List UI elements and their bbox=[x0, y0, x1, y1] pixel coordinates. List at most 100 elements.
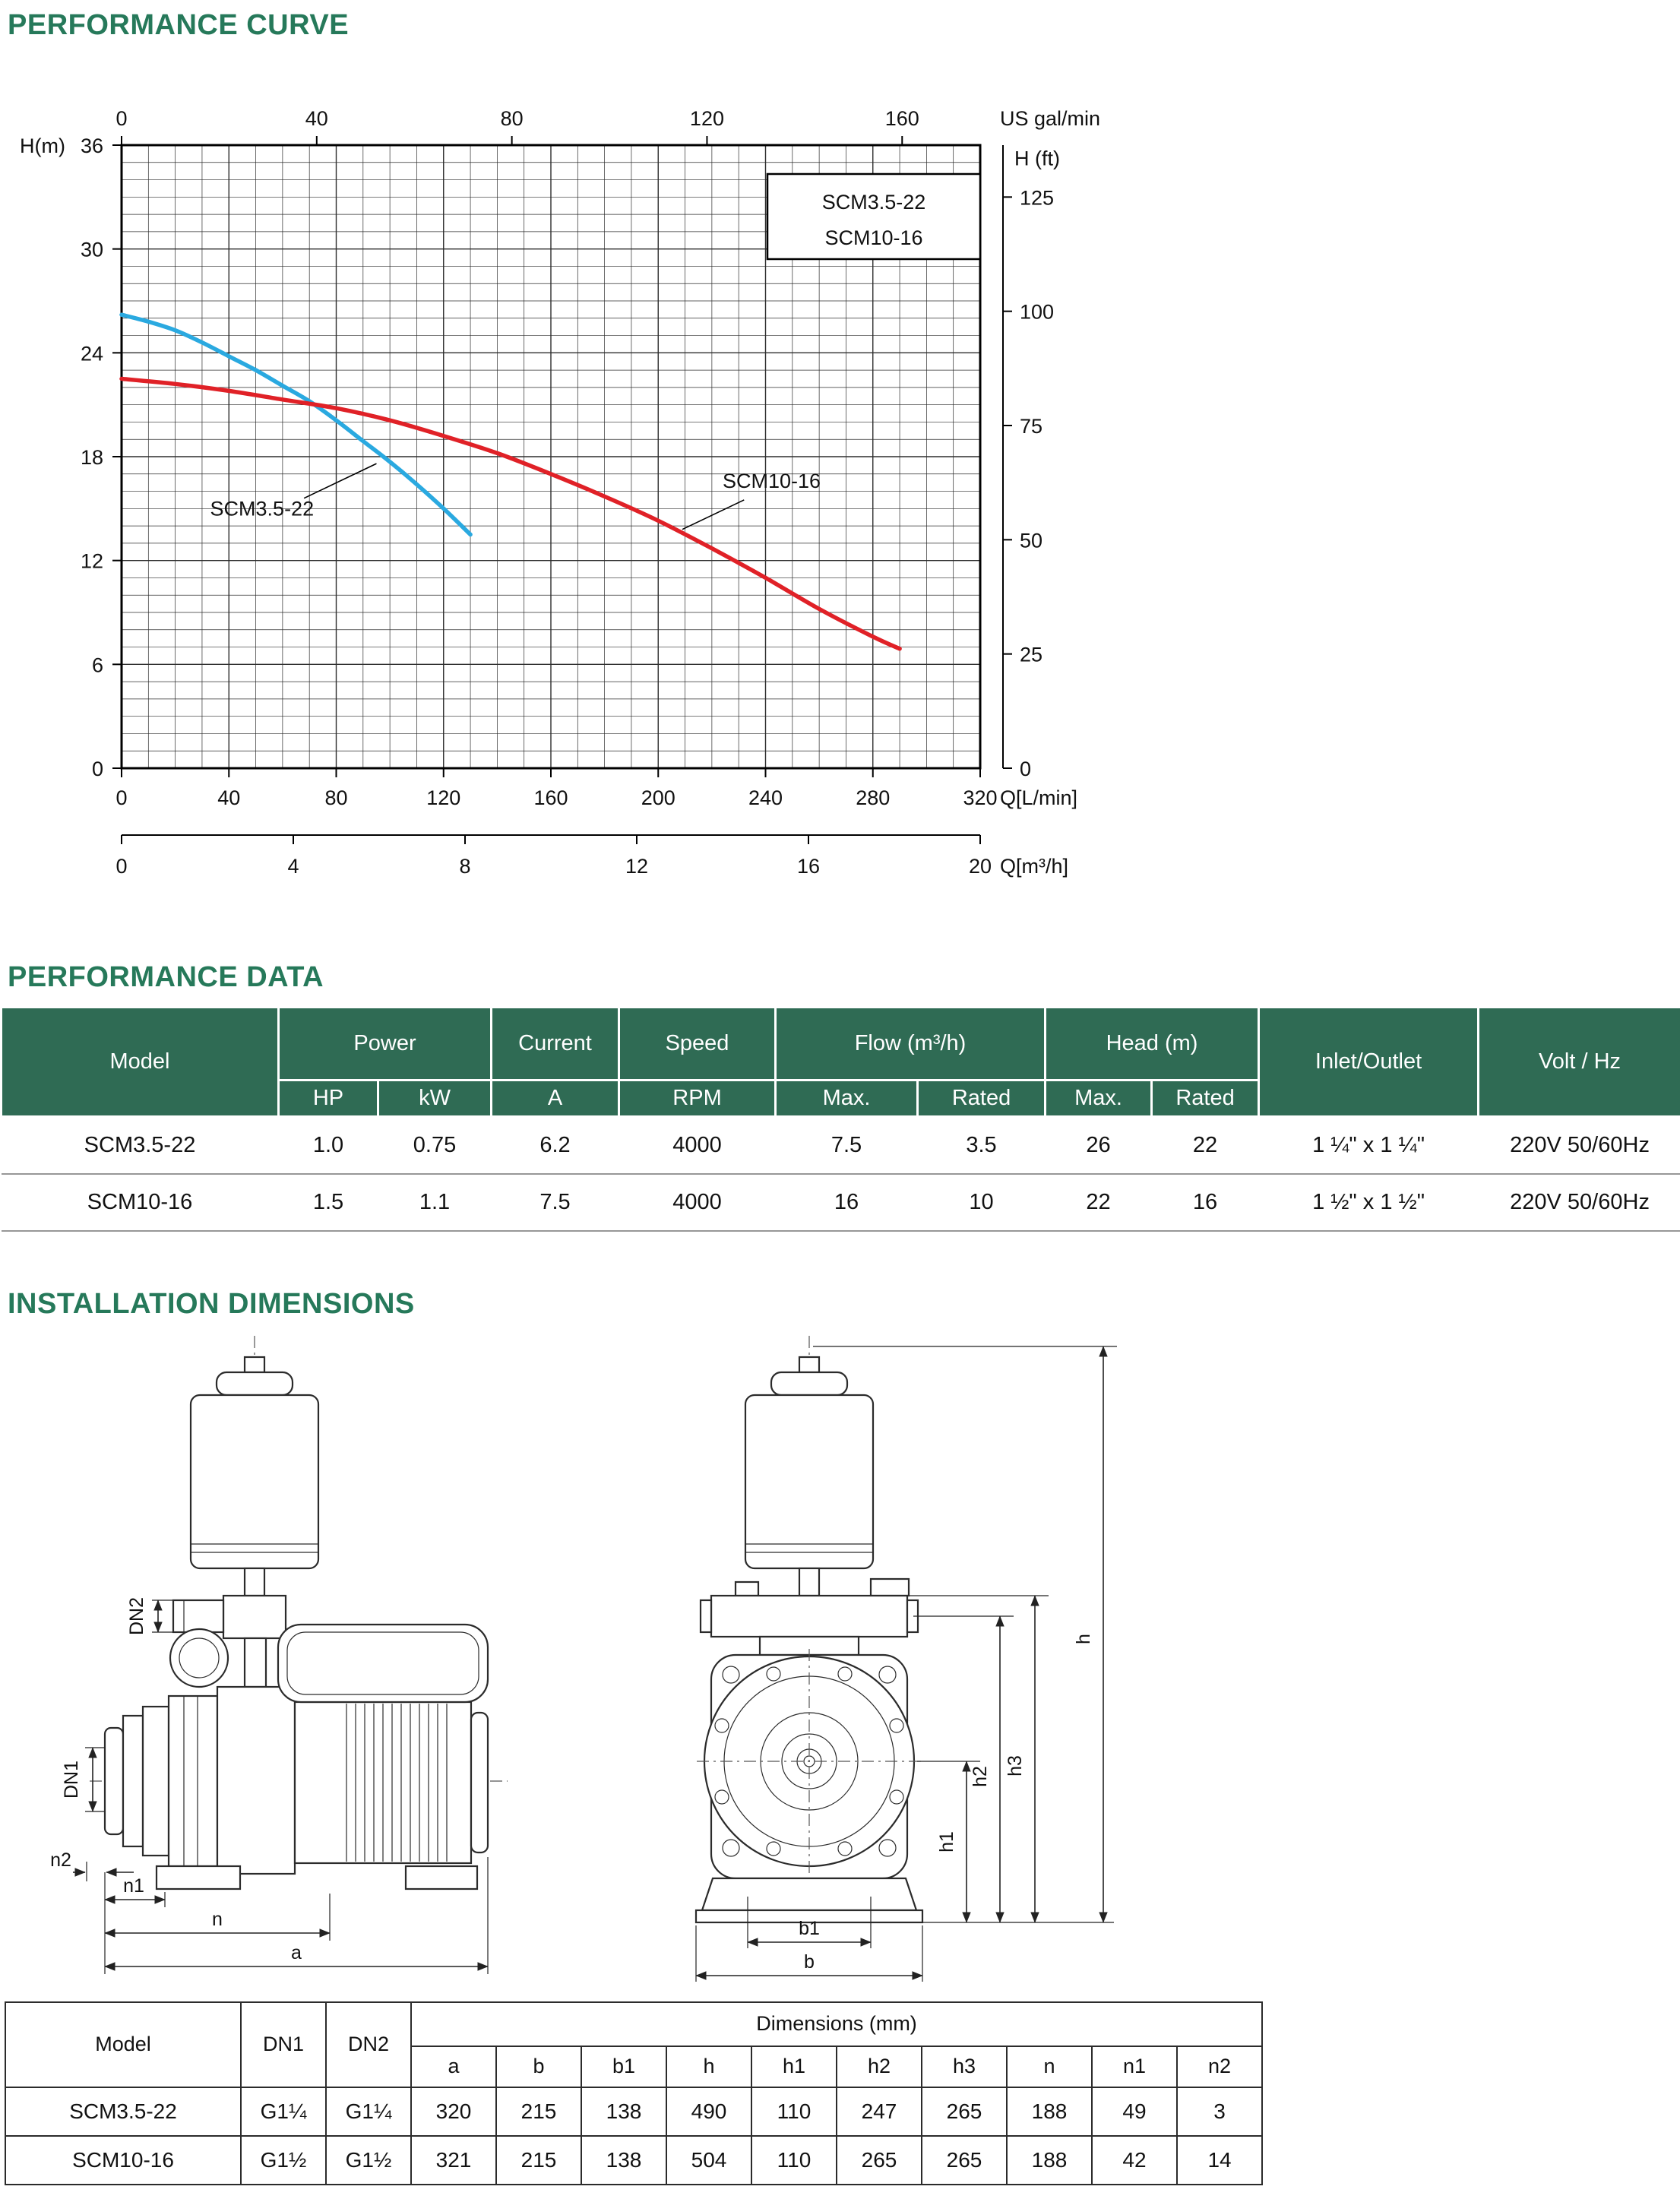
five-way-fitting-side bbox=[169, 1567, 287, 1688]
section-title-performance-data: PERFORMANCE DATA bbox=[8, 961, 324, 993]
col-header-model: Model bbox=[0, 1006, 280, 1118]
y-axis-tick-label: 12 bbox=[81, 550, 103, 573]
table-row: SCM10-16 1.5 1.1 7.5 4000 16 10 22 16 1 ½" x 1 ½"… bbox=[1, 1173, 1680, 1232]
table-cell: 1.5 bbox=[278, 1173, 378, 1232]
rear-foot bbox=[404, 1865, 479, 1890]
table-cell: 3.5 bbox=[917, 1116, 1046, 1175]
table-cell: 490 bbox=[666, 2086, 752, 2137]
dims-subcol-n: n bbox=[1006, 2045, 1093, 2088]
section-title-performance-curve: PERFORMANCE CURVE bbox=[8, 9, 350, 41]
table-cell: 42 bbox=[1091, 2134, 1178, 2185]
subcol-header-head-max: Max. bbox=[1044, 1079, 1153, 1118]
table-cell: 4000 bbox=[619, 1116, 776, 1175]
dim-label-a: a bbox=[291, 1942, 302, 1963]
table-cell: 504 bbox=[666, 2134, 752, 2185]
table-cell: 4000 bbox=[619, 1173, 776, 1232]
right-axis-tick-label: 25 bbox=[1020, 644, 1042, 666]
cell-model: SCM3.5-22 bbox=[1, 1116, 279, 1175]
table-cell: 16 bbox=[775, 1173, 918, 1232]
top-axis-tick-label: 160 bbox=[885, 107, 919, 130]
table-cell: 247 bbox=[836, 2086, 922, 2137]
dim-label-b: b bbox=[804, 1951, 815, 1973]
front-view-drawing: h1 h2 h3 h b1 bbox=[694, 1335, 1117, 1982]
dim-label-b1: b1 bbox=[799, 1918, 820, 1939]
table-row: SCM10-16 G1½ G1½ 321 215 138 504 110 265 265 188 42… bbox=[5, 2134, 1264, 2185]
table-cell: 220V 50/60Hz bbox=[1478, 1116, 1680, 1175]
x-axis2-tick-label: 16 bbox=[797, 855, 820, 878]
dim-label-h1: h1 bbox=[936, 1831, 957, 1853]
dims-col-header-dimensions-mm: Dimensions (mm) bbox=[410, 2001, 1264, 2047]
x-axis-tick-label: 280 bbox=[856, 786, 890, 809]
x-axis-tick-label: 0 bbox=[115, 786, 127, 809]
col-header-speed: Speed bbox=[618, 1006, 777, 1081]
right-axis-tick-label: 100 bbox=[1020, 301, 1054, 324]
subcol-header-head-rated: Rated bbox=[1150, 1079, 1261, 1118]
right-axis-tick-label: 75 bbox=[1020, 415, 1042, 438]
table-cell: 14 bbox=[1175, 2134, 1264, 2185]
dimension-n: n bbox=[104, 1893, 331, 1941]
subcol-header-a: A bbox=[490, 1079, 621, 1118]
pressure-tank-front bbox=[744, 1356, 875, 1596]
y-axis-tick-label: 18 bbox=[81, 446, 103, 469]
dimension-dn1: DN1 bbox=[61, 1746, 105, 1812]
col-header-inlet-outlet: Inlet/Outlet bbox=[1258, 1006, 1480, 1118]
table-cell: 16 bbox=[1151, 1173, 1259, 1232]
cell-model: SCM10-16 bbox=[5, 2134, 242, 2185]
front-foot bbox=[155, 1865, 242, 1890]
dim-label-h: h bbox=[1073, 1634, 1094, 1644]
table-cell: 10 bbox=[917, 1173, 1046, 1232]
y-axis-tick-label: 0 bbox=[92, 758, 103, 780]
table-cell: G1¼ bbox=[240, 2086, 327, 2137]
table-cell: 138 bbox=[581, 2134, 667, 2185]
pressure-tank-side bbox=[189, 1356, 320, 1569]
table-row: SCM3.5-22 1.0 0.75 6.2 4000 7.5 3.5 26 22 1 ¼" x … bbox=[1, 1116, 1680, 1175]
dim-label-n1: n1 bbox=[123, 1875, 144, 1897]
legend-box bbox=[766, 172, 982, 261]
dim-label-n2: n2 bbox=[50, 1849, 71, 1871]
table-cell: 138 bbox=[581, 2086, 667, 2137]
motor-fins bbox=[346, 1703, 448, 1862]
dimensions-table: Model DN1 DN2 Dimensions (mm) a b b1 h h… bbox=[5, 2001, 1264, 2185]
table-cell: G1½ bbox=[240, 2134, 327, 2185]
dimension-dn2: DN2 bbox=[126, 1596, 173, 1635]
top-axis-tick-label: 120 bbox=[690, 107, 724, 130]
x-axis-label: Q[L/min] bbox=[1000, 786, 1077, 809]
y-axis-tick-label: 6 bbox=[92, 653, 103, 676]
y-axis-tick-label: 30 bbox=[81, 239, 103, 261]
dimension-n2: n2 bbox=[50, 1849, 134, 1881]
x-axis-tick-label: 40 bbox=[217, 786, 240, 809]
subcol-header-flow-max: Max. bbox=[774, 1079, 919, 1118]
dimension-a: a bbox=[104, 1856, 489, 1974]
cell-model: SCM10-16 bbox=[1, 1173, 279, 1232]
table-cell: 265 bbox=[921, 2086, 1008, 2137]
x-axis-tick-label: 80 bbox=[324, 786, 347, 809]
pump-side bbox=[90, 1623, 508, 1890]
annotation-leader-line bbox=[303, 463, 377, 499]
x-axis2-tick-label: 12 bbox=[625, 855, 648, 878]
x-axis-tick-label: 160 bbox=[533, 786, 568, 809]
top-axis-tick-label: 0 bbox=[115, 107, 127, 130]
dimension-h: h bbox=[813, 1345, 1117, 1923]
curve-label: SCM3.5-22 bbox=[210, 497, 315, 520]
right-axis-tick-label: 125 bbox=[1020, 186, 1054, 209]
subcol-header-hp: HP bbox=[277, 1079, 379, 1118]
table-cell: 110 bbox=[751, 2086, 837, 2137]
dims-subcol-h3: h3 bbox=[921, 2045, 1008, 2088]
x-axis2-tick-label: 20 bbox=[969, 855, 992, 878]
table-cell: 320 bbox=[410, 2086, 497, 2137]
curve-SCM10-16 bbox=[119, 376, 902, 651]
control-cover bbox=[277, 1623, 489, 1703]
dims-col-header-dn2: DN2 bbox=[325, 2001, 412, 2088]
table-cell: 3 bbox=[1175, 2086, 1264, 2137]
dimension-n1: n1 bbox=[104, 1872, 166, 1974]
annotation-leader-line bbox=[682, 499, 745, 530]
dim-label-dn2: DN2 bbox=[126, 1596, 147, 1634]
performance-data-table: Model Power Current Speed Flow (m³/h) He… bbox=[0, 1006, 1680, 1232]
table-cell: 22 bbox=[1151, 1116, 1259, 1175]
col-header-current: Current bbox=[490, 1006, 621, 1081]
dimension-h2: h2 bbox=[913, 1615, 1014, 1923]
right-axis-tick-label: 0 bbox=[1020, 758, 1031, 780]
table-cell: 215 bbox=[495, 2086, 582, 2137]
pump-front bbox=[694, 1648, 924, 1923]
col-header-head: Head (m) bbox=[1044, 1006, 1261, 1081]
